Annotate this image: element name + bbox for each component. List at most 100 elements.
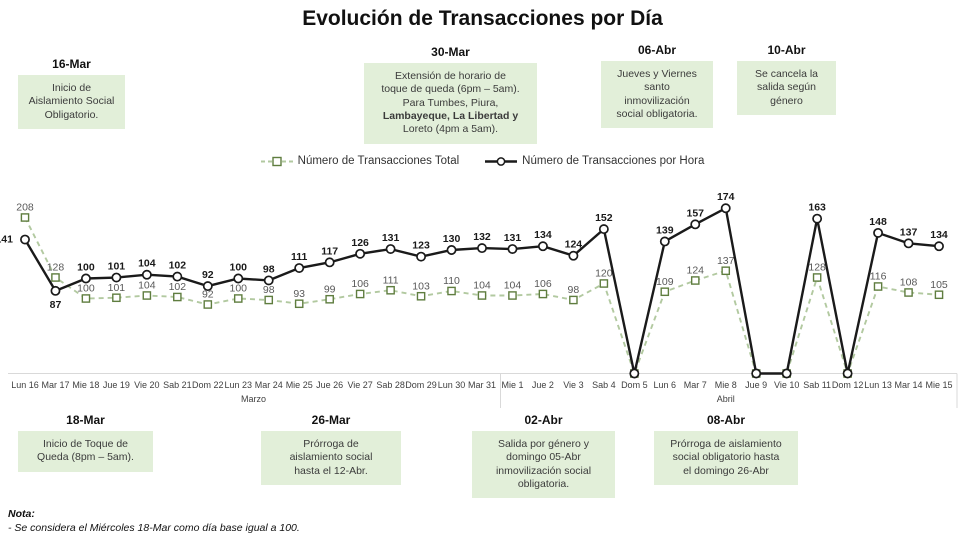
data-label: 174 — [717, 191, 735, 203]
annotation-box: Prórroga de aislamiento social obligatori… — [654, 431, 798, 485]
marker-square — [416, 291, 426, 301]
data-label: 102 — [169, 260, 187, 272]
x-tick-label: Lun 16 — [11, 380, 39, 390]
x-tick-label: Sab 21 — [163, 380, 192, 390]
marker-circle — [537, 241, 548, 252]
data-label: 105 — [930, 279, 948, 291]
data-label: 111 — [291, 251, 308, 263]
data-label: 93 — [293, 288, 305, 300]
note-label: Nota: — [8, 508, 35, 520]
annotation-line: Inicio de Toque de — [42, 438, 129, 450]
annotation-date: 18-Mar — [66, 413, 105, 427]
annotation-30-mar: 30-Mar Extensión de horario de toque de qu… — [364, 45, 537, 144]
marker-circle — [659, 236, 670, 247]
annotation-date: 30-Mar — [431, 45, 470, 59]
annotation-line: social obligatoria. — [616, 107, 698, 120]
legend-item-por-hora: Número de Transacciones por Hora — [485, 155, 704, 167]
x-tick-label: Jue 9 — [745, 380, 767, 390]
marker-square — [233, 294, 243, 303]
x-tick-label: Lun 6 — [654, 380, 677, 390]
data-label: 126 — [351, 237, 369, 249]
annotation-line: domingo 05-Abr — [506, 451, 581, 464]
marker-square — [477, 291, 487, 300]
marker-circle — [903, 238, 914, 249]
marker-circle — [416, 251, 427, 262]
marker-square — [904, 288, 913, 297]
data-label: 100 — [230, 262, 248, 274]
legend-label-total: Número de Transacciones Total — [297, 155, 460, 167]
annotation-line: inmovilización — [624, 94, 690, 107]
note-text: - Se considera el Miércoles 18-Mar como … — [8, 522, 300, 534]
marker-circle — [934, 241, 944, 252]
data-label: 152 — [595, 212, 613, 224]
data-label: 120 — [595, 268, 613, 280]
x-tick-label: Mar 24 — [255, 380, 283, 390]
marker-square — [264, 295, 274, 305]
annotation-16-mar: 16-Mar Inicio de Aislamiento Social Obligat… — [18, 57, 125, 129]
annotation-line: santo — [644, 81, 670, 94]
marker-circle — [20, 234, 30, 245]
data-label: 104 — [504, 280, 522, 292]
x-axis: Lun 16 Mar 17 Mie 18 Jue 19 Vie 20 Sab 21 Dom … — [8, 373, 958, 408]
data-label: 116 — [870, 271, 887, 283]
annotation-box: Inicio de Toque de Queda (8pm – 5am). — [18, 431, 153, 472]
marker-square — [51, 273, 60, 282]
annotation-line: Lambayeque, La Libertad y — [382, 109, 519, 122]
series-total: 208 128 100 101 104 102 92 100 98 93 99 106 111 103 11… — [16, 202, 948, 378]
marker-circle — [324, 257, 335, 268]
annotation-02-abr: 02-Abr Salida por género y domingo 05-Abr i… — [472, 413, 615, 499]
data-label: 92 — [202, 269, 214, 281]
data-label: 131 — [382, 232, 400, 244]
annotation-line: Obligatorio. — [44, 108, 99, 121]
marker-circle — [751, 368, 762, 379]
data-label: 101 — [108, 282, 126, 294]
annotation-date: 08-Abr — [706, 413, 745, 427]
data-label: 104 — [138, 258, 156, 270]
data-label: 103 — [412, 280, 430, 292]
legend-dashed-square-icon — [260, 156, 293, 166]
marker-circle — [202, 281, 213, 292]
marker-circle — [172, 271, 183, 282]
x-tick-label: Dom 12 — [832, 380, 864, 390]
marker-circle — [50, 285, 61, 296]
marker-circle — [690, 219, 701, 230]
month-label: Marzo — [241, 394, 266, 404]
annotation-date: 10-Abr — [767, 43, 806, 57]
x-tick-label: Mie 1 — [501, 380, 523, 390]
annotation-line: el domingo 26-Abr — [683, 464, 769, 477]
marker-circle — [111, 272, 122, 283]
x-tick-label: Mar 14 — [895, 380, 923, 390]
marker-square — [20, 213, 30, 222]
x-tick-label: Lun 30 — [438, 380, 466, 390]
x-tick-label: Vie 20 — [134, 380, 159, 390]
x-tick-label: Mie 15 — [925, 380, 952, 390]
marker-circle — [477, 243, 487, 254]
marker-circle — [598, 224, 609, 235]
marker-square — [538, 289, 548, 299]
marker-circle — [812, 213, 823, 224]
marker-square — [294, 299, 304, 309]
data-label: 128 — [47, 262, 65, 274]
annotation-line: Para Tumbes, Piura, — [402, 96, 499, 109]
annotation-box: Prórroga de aislamiento social hasta el 12… — [261, 431, 401, 485]
x-tick-label: Mie 8 — [715, 380, 737, 390]
marker-square — [203, 300, 213, 309]
marker-circle — [355, 248, 366, 259]
annotation-line: inmovilización social — [495, 464, 592, 477]
x-tick-label: Mie 18 — [72, 380, 99, 390]
annotation-line: Extensión de horario de — [395, 70, 506, 82]
marker-square — [447, 286, 456, 296]
series-por-hora: 141 87 100 101 104 102 92 100 98 111 117 126 131 123 1… — [0, 191, 948, 379]
annotation-08-abr: 08-Abr Prórroga de aislamiento social obli… — [654, 413, 798, 485]
x-tick-label: Lun 13 — [864, 380, 892, 390]
annotation-line: salida según — [757, 81, 816, 94]
data-label: 124 — [687, 265, 705, 277]
x-tick-label: Jue 26 — [316, 380, 343, 390]
marker-circle — [80, 273, 91, 284]
data-label: 104 — [473, 280, 491, 292]
data-label: 98 — [263, 284, 275, 296]
x-tick-label: Sab 28 — [376, 380, 405, 390]
annotation-line: Prórroga de aislamiento — [670, 438, 782, 450]
marker-circle — [842, 368, 853, 379]
data-label: 130 — [443, 233, 461, 245]
